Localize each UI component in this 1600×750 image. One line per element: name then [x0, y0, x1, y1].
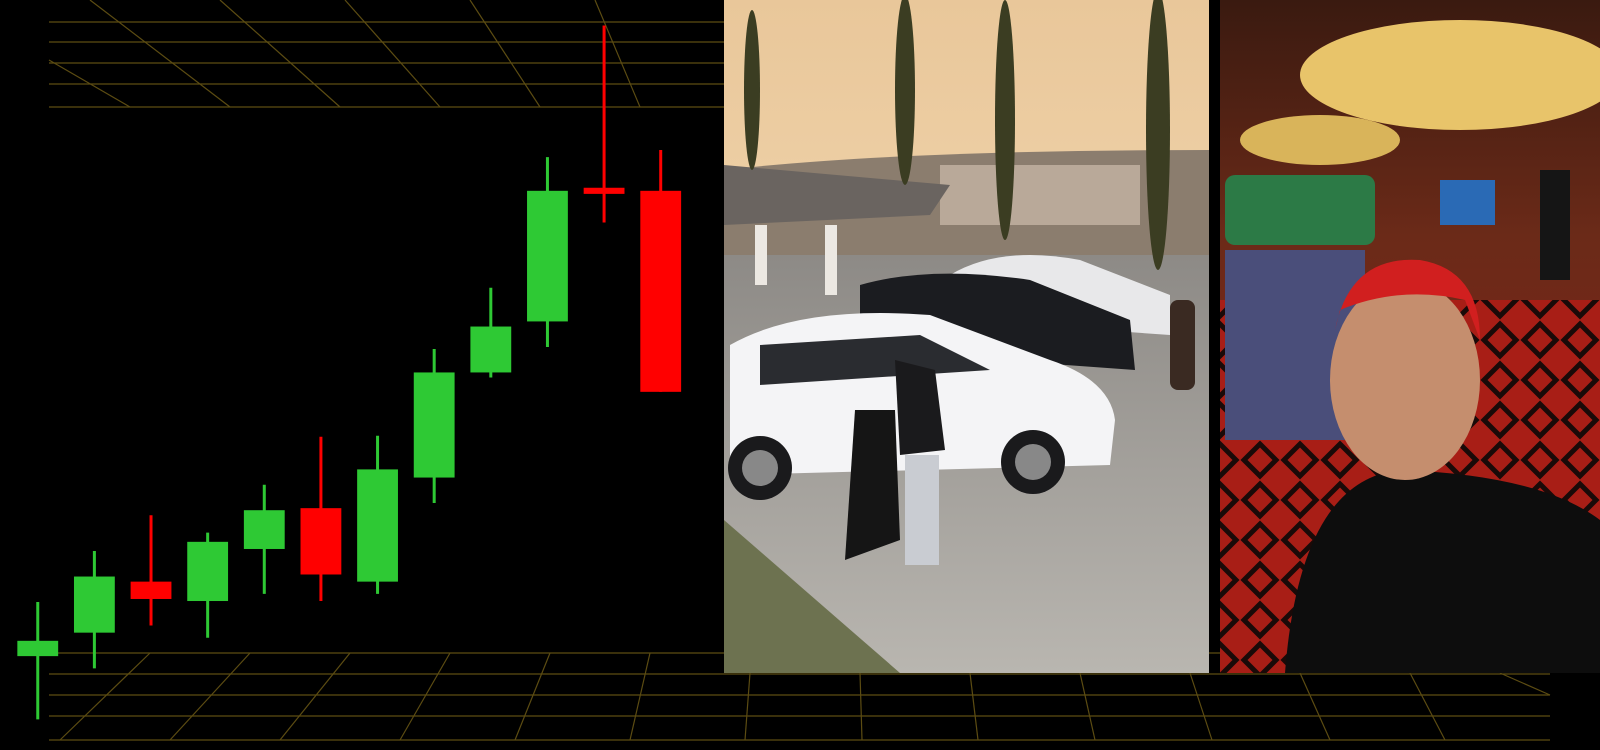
candle-body	[470, 326, 512, 373]
candle-body	[527, 190, 568, 322]
candle-body	[73, 576, 115, 633]
candle-body	[17, 640, 59, 657]
candle-body	[130, 581, 172, 599]
candlestick-chart	[17, 25, 682, 720]
candle-body	[640, 190, 682, 392]
top-grid	[48, 0, 724, 108]
candle-body	[243, 510, 285, 549]
candle-body	[187, 541, 229, 602]
candle-body	[357, 469, 398, 582]
bottom-grid	[49, 652, 1551, 741]
photo-driveway	[724, 0, 1209, 673]
candle-body	[413, 372, 455, 478]
photo-casino	[1220, 0, 1600, 673]
candle-body	[300, 508, 342, 575]
candle-body	[583, 187, 625, 194]
